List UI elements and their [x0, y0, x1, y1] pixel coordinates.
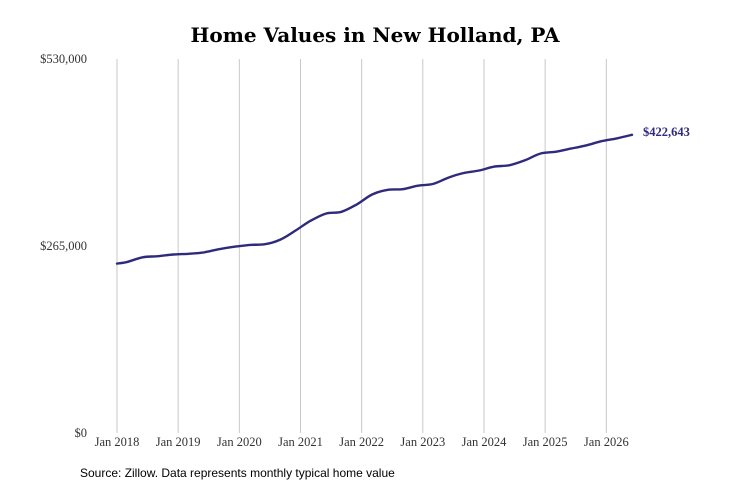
x-tick-label: Jan 2023: [400, 435, 445, 449]
y-axis-tick-labels: $0 $265,000 $530,000: [40, 52, 87, 440]
x-tick-label: Jan 2025: [523, 435, 568, 449]
home-value-line: [115, 133, 634, 265]
x-tick-label: Jan 2018: [95, 435, 140, 449]
source-note: Source: Zillow. Data represents monthly …: [80, 466, 395, 480]
gridlines: [116, 59, 607, 433]
y-tick-label: $265,000: [40, 239, 87, 253]
chart-title: Home Values in New Holland, PA: [190, 23, 560, 47]
x-axis-tick-labels: Jan 2018 Jan 2019 Jan 2020 Jan 2021 Jan 2022…: [95, 435, 629, 449]
x-tick-label: Jan 2022: [339, 435, 384, 449]
x-tick-label: Jan 2024: [462, 435, 508, 449]
y-tick-label: $0: [75, 426, 88, 440]
x-tick-label: Jan 2021: [278, 435, 323, 449]
y-tick-label: $530,000: [40, 52, 87, 66]
latest-value-label: $422,643: [643, 125, 690, 139]
x-tick-label: Jan 2026: [584, 435, 629, 449]
x-tick-label: Jan 2020: [217, 435, 262, 449]
x-tick-label: Jan 2019: [156, 435, 201, 449]
